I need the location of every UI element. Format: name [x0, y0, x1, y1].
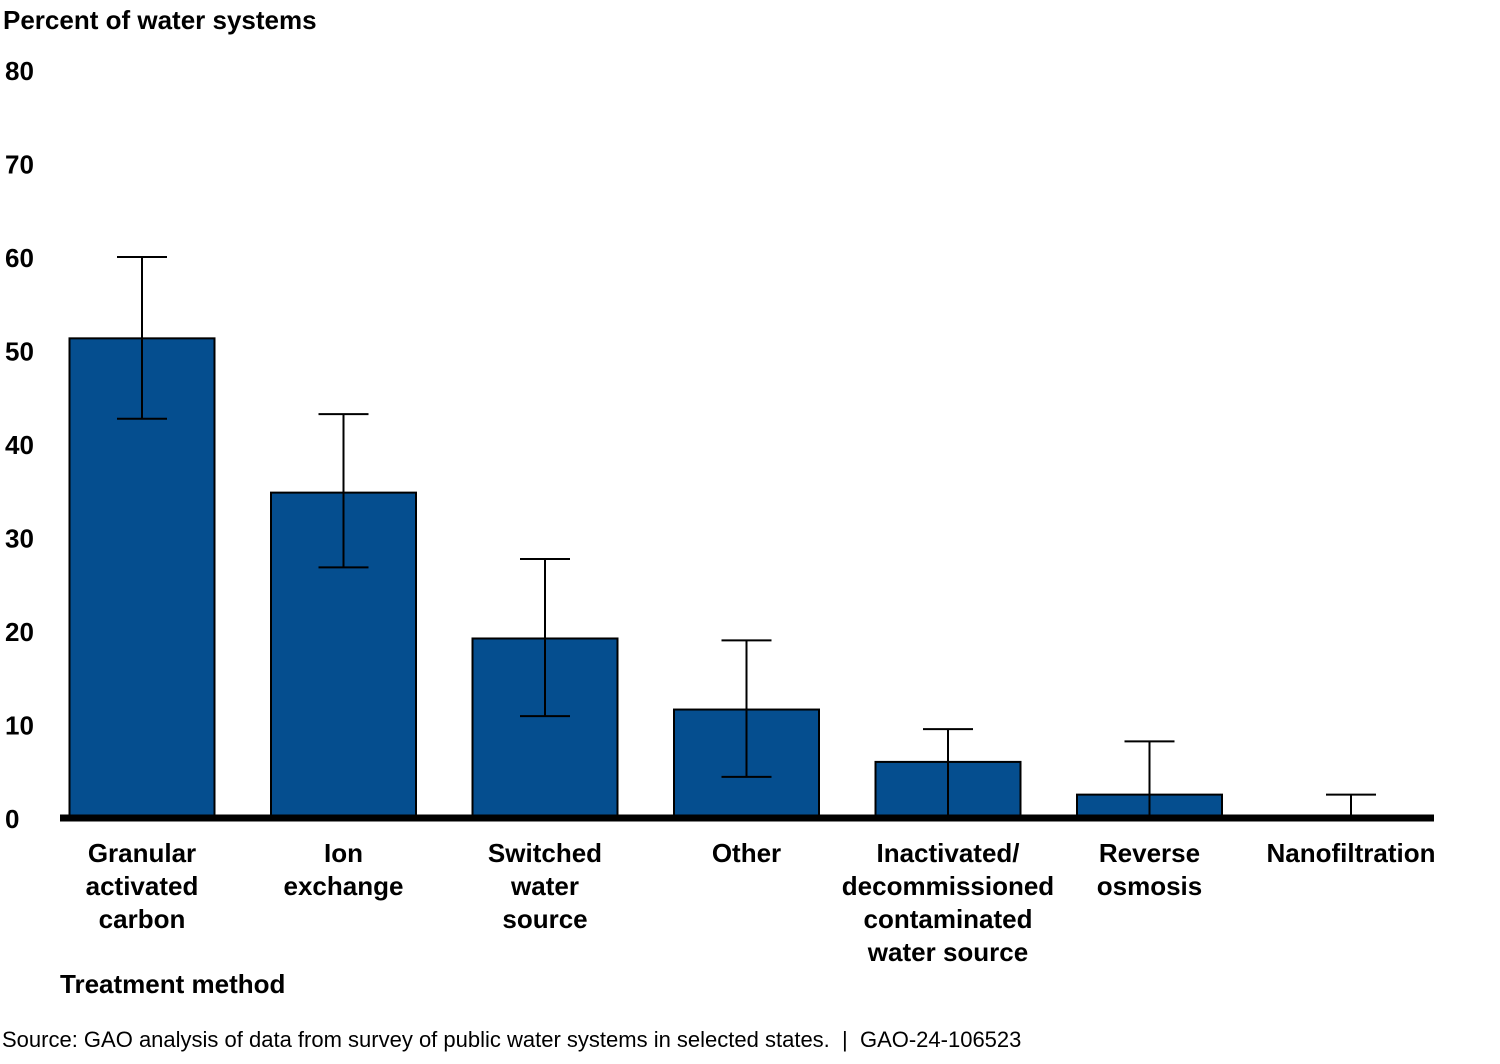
category-label-line: Reverse — [1099, 838, 1200, 868]
y-tick-label: 0 — [5, 804, 19, 834]
category-label: Switched water source — [488, 838, 602, 934]
category-label-line: decommissioned — [842, 871, 1054, 901]
error-bar — [318, 413, 369, 569]
y-tick-label: 10 — [5, 711, 34, 741]
category-label-line: activated — [86, 871, 199, 901]
category-label-line: Other — [712, 838, 781, 868]
category-label-line: water source — [867, 937, 1028, 967]
category-label-line: Ion — [324, 838, 363, 868]
category-label: Other — [712, 838, 781, 868]
category-label-line: Granular — [88, 838, 196, 868]
bars — [68, 337, 1223, 820]
category-label: Inactivated/decommissioned contaminated wa… — [842, 838, 1054, 967]
y-tick-label: 80 — [5, 56, 34, 86]
error-bar — [721, 639, 772, 778]
y-tick-label: 20 — [5, 617, 34, 647]
category-label-line: exchange — [284, 871, 404, 901]
category-label-line: source — [502, 904, 587, 934]
category-label-line: Inactivated/ — [876, 838, 1019, 868]
y-tick-label: 50 — [5, 337, 34, 367]
category-label: Granular activated carbon — [86, 838, 199, 934]
y-axis-title: Percent of water systems — [3, 5, 317, 35]
error-bar — [117, 256, 167, 420]
category-label-line: Nanofiltration — [1267, 838, 1436, 868]
x-axis-title: Treatment method — [60, 969, 285, 999]
category-labels: Granular activated carbon Ion exchange Switch… — [86, 838, 1436, 967]
category-label: Reverse osmosis — [1097, 838, 1203, 901]
category-label: Ion exchange — [284, 838, 404, 901]
error-bar — [520, 558, 570, 718]
category-label-line: Switched — [488, 838, 602, 868]
y-tick-labels: 0 10 20 30 40 50 60 70 80 — [5, 56, 34, 834]
y-tick-label: 30 — [5, 524, 34, 554]
category-label: Nanofiltration — [1267, 838, 1436, 868]
category-label-line: contaminated — [863, 904, 1032, 934]
y-tick-label: 70 — [5, 150, 34, 180]
y-tick-label: 60 — [5, 243, 34, 273]
error-bar — [1326, 793, 1376, 819]
source-note: Source: GAO analysis of data from survey… — [2, 1027, 1021, 1052]
category-label-line: water — [510, 871, 579, 901]
category-label-line: osmosis — [1097, 871, 1203, 901]
category-label-line: carbon — [99, 904, 186, 934]
y-tick-label: 40 — [5, 430, 34, 460]
